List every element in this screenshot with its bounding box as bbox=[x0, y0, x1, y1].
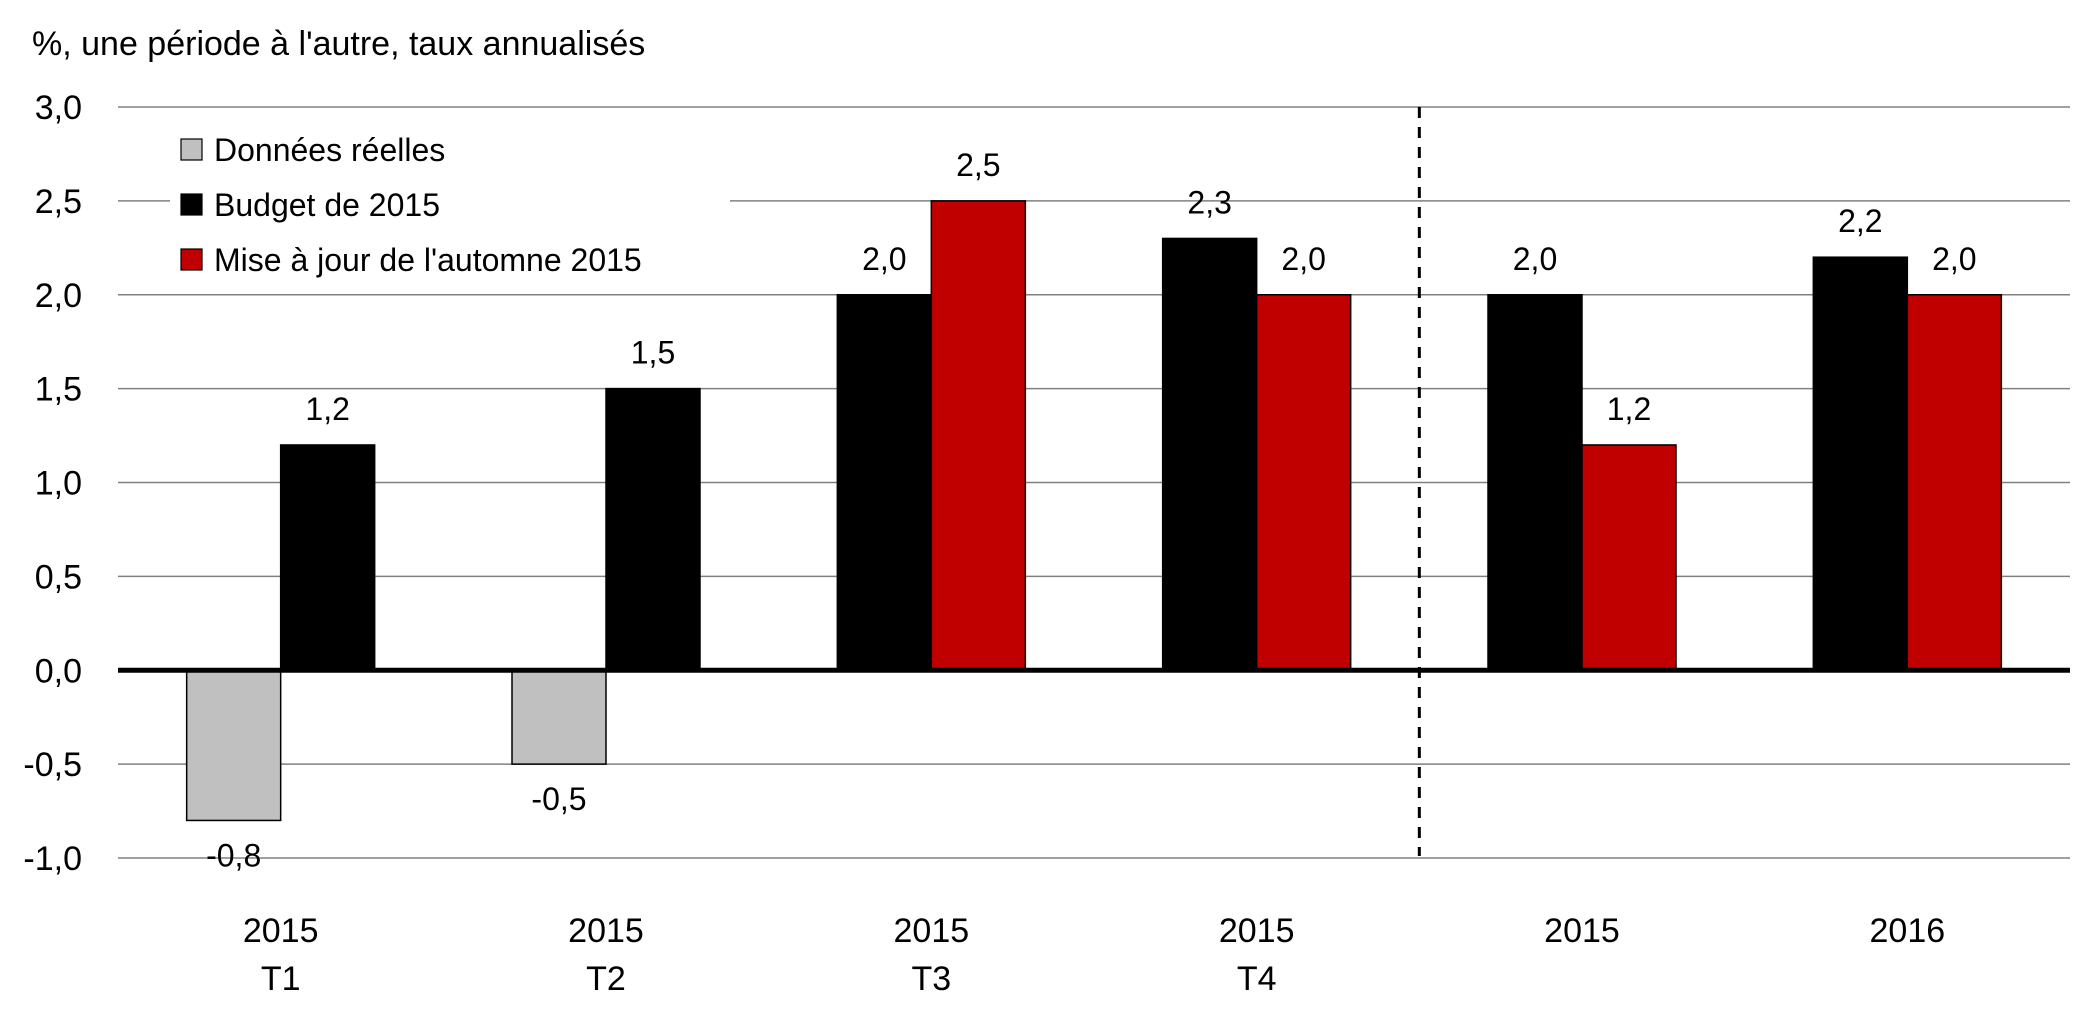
y-tick-label: 2,0 bbox=[35, 277, 82, 315]
data-label: -0,8 bbox=[206, 837, 261, 873]
bar bbox=[511, 669, 607, 765]
legend: Données réelles Budget de 2015 Mise à jour… bbox=[170, 120, 730, 285]
data-label: 2,3 bbox=[1187, 184, 1231, 220]
bar bbox=[1581, 444, 1677, 672]
data-labels: -0,8 1,2 -0,5 1,5 2,0 2,5 2,3 2,0 2,0 1,2 2,2 2,0 bbox=[206, 147, 1976, 874]
y-tick-label: 1,0 bbox=[35, 465, 82, 503]
data-label: 2,0 bbox=[1281, 241, 1325, 277]
data-label: 2,0 bbox=[862, 241, 906, 277]
y-tick-label: -0,5 bbox=[23, 746, 82, 784]
x-category-label: 2015 bbox=[1544, 912, 1620, 950]
legend-swatch bbox=[180, 193, 203, 216]
y-tick-label: 3,0 bbox=[35, 89, 82, 127]
y-tick-label: -1,0 bbox=[23, 840, 82, 878]
data-label: 2,0 bbox=[1513, 241, 1557, 277]
legend-label: Mise à jour de l'automne 2015 bbox=[214, 242, 642, 278]
bar bbox=[930, 200, 1027, 671]
bar bbox=[279, 444, 376, 672]
x-category-label: T3 bbox=[911, 960, 951, 998]
x-category-label: 2015 bbox=[568, 912, 644, 950]
y-tick-label: 0,5 bbox=[35, 558, 82, 596]
x-category-label: 2015 bbox=[243, 912, 319, 950]
data-label: -0,5 bbox=[531, 781, 586, 817]
y-tick-label: 1,5 bbox=[35, 371, 82, 409]
bars bbox=[118, 200, 2070, 822]
y-tick-label: 2,5 bbox=[35, 183, 82, 221]
y-axis-title: %, une période à l'autre, taux annualisé… bbox=[32, 25, 645, 63]
bar bbox=[1255, 294, 1352, 671]
x-category-label: 2015 bbox=[894, 912, 970, 950]
bar bbox=[836, 294, 933, 671]
y-tick-label: 0,0 bbox=[35, 652, 82, 690]
bar bbox=[1906, 294, 2003, 671]
data-label: 2,2 bbox=[1838, 203, 1882, 239]
data-label: 1,2 bbox=[1607, 391, 1651, 427]
bar bbox=[1487, 294, 1583, 671]
bar bbox=[1812, 256, 1909, 671]
x-category-label: 2015 bbox=[1219, 912, 1295, 950]
x-category-labels: 2015 T1 2015 T2 2015 T3 2015 T4 2015 2016 bbox=[243, 912, 1945, 998]
legend-swatch bbox=[180, 248, 203, 271]
data-label: 1,5 bbox=[631, 335, 675, 371]
x-category-label: T4 bbox=[1237, 960, 1277, 998]
bar bbox=[605, 387, 701, 671]
y-tick-labels: 3,0 2,5 2,0 1,5 1,0 0,5 0,0 -0,5 -1,0 bbox=[23, 89, 82, 878]
data-label: 1,2 bbox=[305, 391, 349, 427]
legend-label: Budget de 2015 bbox=[214, 187, 440, 223]
bar bbox=[185, 669, 282, 822]
legend-swatch bbox=[180, 138, 203, 161]
legend-background bbox=[170, 120, 730, 285]
x-category-label: T1 bbox=[261, 960, 301, 998]
data-label: 2,0 bbox=[1932, 241, 1976, 277]
x-category-label: T2 bbox=[586, 960, 626, 998]
data-label: 2,5 bbox=[956, 147, 1000, 183]
bar bbox=[1161, 237, 1258, 672]
x-category-label: 2016 bbox=[1870, 912, 1946, 950]
legend-label: Données réelles bbox=[214, 132, 445, 168]
